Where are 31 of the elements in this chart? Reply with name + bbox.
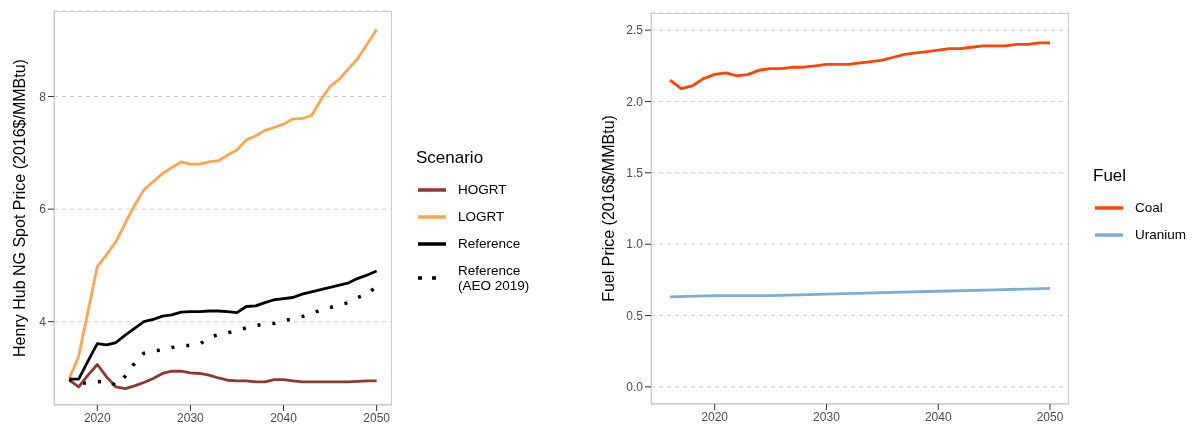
x-tick-label: 2020 — [83, 410, 111, 425]
y-tick-label: 6 — [39, 202, 47, 217]
legend-title: Fuel — [1093, 166, 1128, 186]
line-series — [668, 287, 1052, 299]
y-tick-label: 8 — [39, 89, 47, 104]
y-tick-label: 2.0 — [626, 94, 644, 109]
y-tick-label: 1.0 — [626, 237, 644, 252]
x-tick-label: 2040 — [270, 410, 298, 425]
x-tick-label: 2030 — [813, 409, 841, 424]
y-tick-label: 1.5 — [626, 166, 644, 181]
legend-label: Reference — [458, 236, 521, 251]
y-tick-label: 0.5 — [626, 308, 644, 323]
legend-label: HOGRT — [458, 182, 507, 197]
x-tick-label: 2030 — [177, 410, 205, 425]
x-tick-label: 2050 — [363, 410, 391, 425]
y-tick-label: 2.5 — [626, 23, 644, 38]
legend-label: Uranium — [1135, 227, 1187, 242]
line-series — [67, 28, 379, 380]
line-series — [668, 41, 1052, 91]
line-series — [67, 363, 379, 391]
x-tick-label: 2040 — [924, 409, 952, 424]
legend-label: LOGRT — [458, 209, 505, 224]
legend-label: Coal — [1135, 200, 1163, 215]
y-axis-title: Fuel Price (2016$/MMBtu) — [599, 115, 617, 302]
y-axis-title: Henry Hub NG Spot Price (2016$/MMBtu) — [10, 59, 28, 357]
x-tick-label: 2050 — [1036, 409, 1064, 424]
y-tick-label: 0.0 — [626, 380, 644, 395]
x-tick-label: 2020 — [701, 409, 729, 424]
legend-label: Reference (AEO 2019) — [458, 263, 531, 293]
y-tick-label: 4 — [39, 314, 47, 329]
legend-title: Scenario — [416, 148, 485, 168]
